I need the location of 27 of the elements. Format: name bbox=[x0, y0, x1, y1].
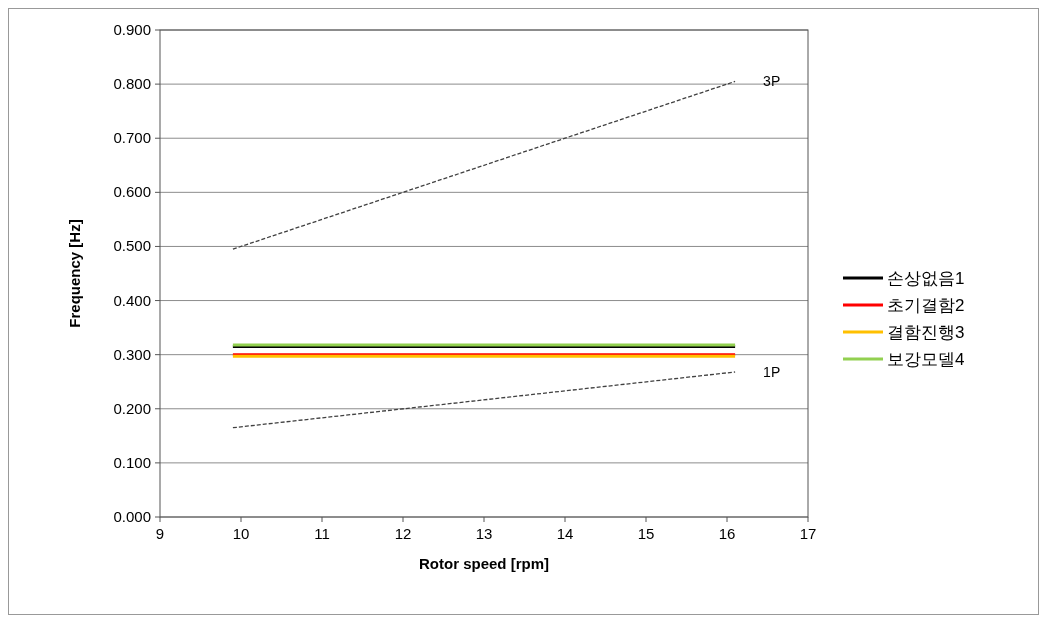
x-tick-label: 13 bbox=[475, 525, 493, 542]
y-axis-title: Frequency [Hz] bbox=[66, 219, 83, 328]
legend-label: 보강모델4 bbox=[887, 350, 965, 369]
x-tick-label: 17 bbox=[799, 525, 817, 542]
y-tick-label: 0.100 bbox=[113, 453, 151, 471]
annotation: 3P bbox=[763, 73, 781, 90]
legend-label: 결함진행3 bbox=[887, 323, 965, 342]
y-tick-label: 0.000 bbox=[113, 508, 151, 525]
y-tick-label: 0.300 bbox=[113, 345, 151, 363]
y-tick-label: 0.800 bbox=[113, 75, 151, 93]
x-tick-label: 11 bbox=[314, 525, 330, 542]
x-tick-label: 9 bbox=[155, 525, 165, 542]
legend-label: 손상없음1 bbox=[887, 269, 965, 288]
x-tick-label: 10 bbox=[232, 525, 250, 542]
x-axis-title: Rotor speed [rpm] bbox=[418, 555, 550, 572]
y-tick-label: 0.600 bbox=[113, 183, 151, 201]
y-tick-label: 0.500 bbox=[113, 237, 151, 255]
y-tick-label: 0.200 bbox=[113, 399, 151, 417]
y-tick-label: 0.400 bbox=[113, 291, 151, 309]
y-tick-label: 0.700 bbox=[113, 129, 151, 147]
x-tick-label: 14 bbox=[556, 525, 574, 542]
annotation: 1P bbox=[763, 363, 781, 380]
y-tick-label: 0.900 bbox=[113, 21, 151, 38]
x-tick-label: 15 bbox=[637, 525, 655, 542]
x-tick-label: 16 bbox=[718, 525, 736, 542]
x-tick-label: 12 bbox=[394, 525, 412, 542]
legend-label: 초기결함2 bbox=[887, 296, 965, 315]
